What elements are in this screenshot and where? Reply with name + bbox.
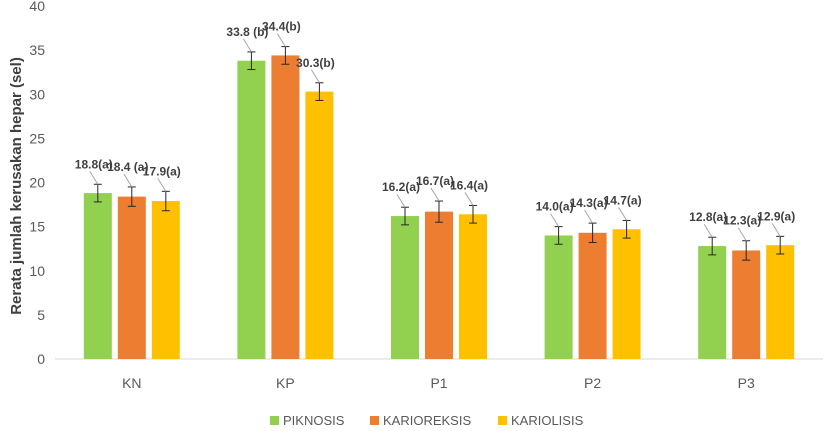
x-category-label: KP — [276, 375, 295, 391]
bar — [83, 193, 112, 359]
data-label: 30.3(b) — [296, 56, 335, 70]
label-leader-line — [737, 227, 747, 242]
y-axis-ticks: 0 5 10 15 20 25 30 35 40 — [29, 0, 45, 367]
legend-swatch — [498, 416, 507, 425]
bar — [732, 250, 761, 359]
label-leader-line — [550, 213, 560, 227]
label-leader-line — [157, 178, 167, 192]
y-axis-label: Rerata jumlah kerusakan hepar (sel) — [8, 57, 25, 315]
label-leader-line — [618, 207, 628, 221]
bar — [698, 246, 727, 359]
data-label: 14.3(a) — [570, 196, 608, 210]
y-tick-label: 40 — [29, 0, 45, 14]
x-category-label: KN — [122, 375, 141, 391]
label-leader-line — [310, 69, 320, 84]
bar — [391, 216, 419, 359]
bar — [151, 201, 180, 359]
y-tick-label: 25 — [29, 130, 45, 146]
data-label: 14.0(a) — [536, 200, 574, 214]
legend-label: KARIOREKSIS — [383, 413, 471, 428]
data-label: 12.8(a) — [689, 210, 727, 224]
x-category-label: P3 — [738, 375, 755, 391]
legend-label: PIKNOSIS — [283, 413, 345, 428]
bar — [459, 214, 487, 359]
label-leader-line — [242, 38, 252, 53]
x-category-label: P2 — [584, 375, 601, 391]
label-leader-line — [396, 193, 406, 208]
bar — [544, 235, 573, 359]
data-label: 18.4 (a) — [107, 160, 148, 174]
data-label: 12.3(a) — [723, 214, 761, 228]
label-leader-line — [771, 223, 781, 237]
y-tick-label: 30 — [29, 86, 45, 102]
y-tick-label: 15 — [29, 219, 45, 235]
x-category-label: P1 — [430, 375, 447, 391]
label-leader-line — [276, 33, 286, 47]
data-label: 16.4(a) — [450, 178, 488, 192]
x-axis-categories: KN KP P1 P2 P3 — [122, 375, 755, 391]
bar — [271, 55, 300, 360]
y-tick-label: 10 — [29, 263, 45, 279]
y-tick-label: 0 — [37, 351, 45, 367]
data-label: 17.9(a) — [143, 164, 181, 178]
data-label: 16.2(a) — [382, 180, 420, 194]
bar — [305, 91, 334, 359]
label-leader-line — [703, 223, 713, 238]
data-label: 16.7(a) — [416, 174, 454, 188]
legend-label: KARIOLISIS — [511, 413, 584, 428]
label-leader-line — [464, 192, 474, 206]
label-leader-line — [89, 171, 99, 185]
bar — [578, 232, 607, 359]
bar — [612, 229, 641, 359]
legend-swatch — [270, 416, 279, 425]
bar — [425, 211, 453, 359]
y-tick-label: 20 — [29, 175, 45, 191]
data-label: 34.4(b) — [262, 20, 301, 34]
y-tick-label: 35 — [29, 42, 45, 58]
data-label: 14.7(a) — [604, 193, 642, 207]
bar — [237, 60, 266, 360]
y-tick-label: 5 — [37, 307, 45, 323]
label-leader-line — [584, 209, 594, 224]
data-label: 33.8 (b) — [226, 25, 268, 39]
label-leader-line — [430, 187, 440, 202]
legend: PIKNOSIS KARIOREKSIS KARIOLISIS — [270, 413, 584, 428]
legend-swatch — [370, 416, 379, 425]
bar — [766, 245, 795, 359]
data-label: 12.9(a) — [757, 209, 795, 223]
data-label: 18.8(a) — [75, 157, 113, 171]
label-leader-line — [123, 173, 133, 188]
bars: 18.8(a)18.4 (a)17.9(a) 33.8 (b)34.4(b) 30.… — [75, 20, 795, 360]
bar — [117, 196, 146, 359]
